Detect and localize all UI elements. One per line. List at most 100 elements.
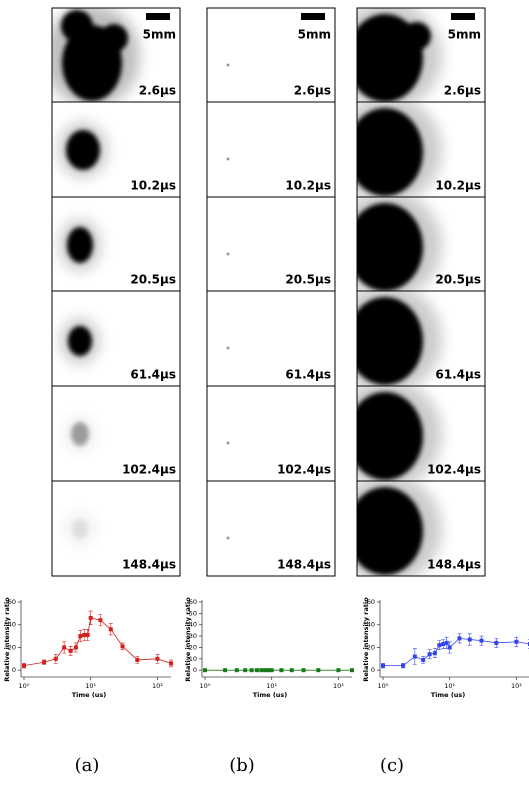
- marker: [279, 668, 284, 673]
- panel-bg: [207, 291, 335, 386]
- marker: [120, 644, 125, 649]
- marker: [457, 636, 462, 641]
- x-tick-label: 10²: [333, 682, 344, 690]
- plume: [72, 519, 88, 539]
- marker: [249, 668, 254, 673]
- time-label: 61.4μs: [435, 368, 481, 382]
- time-label: 102.4μs: [277, 463, 331, 477]
- scale-label: 5mm: [448, 28, 481, 42]
- image-panel: [207, 481, 335, 576]
- image-panel: [207, 197, 335, 291]
- marker: [42, 660, 47, 665]
- plume: [68, 326, 92, 356]
- marker: [223, 668, 228, 673]
- image-panel: [52, 481, 180, 576]
- marker: [78, 634, 83, 639]
- x-tick-label: 10¹: [266, 682, 277, 690]
- y-tick-label: 10: [189, 655, 197, 663]
- marker: [441, 642, 446, 647]
- y-tick-label: 20: [189, 643, 197, 651]
- marker: [350, 668, 354, 673]
- panel-bg: [207, 102, 335, 197]
- marker: [155, 656, 160, 661]
- plume: [100, 24, 128, 52]
- image-panel: [357, 291, 485, 386]
- time-label: 10.2μs: [130, 179, 176, 193]
- series-line: [23, 617, 172, 667]
- image-panel: [207, 291, 335, 386]
- scale-label: 5mm: [143, 28, 176, 42]
- spot: [226, 157, 230, 161]
- plume: [357, 203, 423, 291]
- y-tick-label: 20: [8, 643, 16, 651]
- image-panel: [357, 8, 485, 102]
- marker: [73, 645, 78, 650]
- x-tick-label: 10¹: [85, 682, 96, 690]
- caption: (c): [380, 755, 404, 776]
- x-tick-label: 10²: [511, 682, 522, 690]
- marker: [412, 654, 417, 659]
- y-tick-label: 40: [8, 621, 16, 629]
- panel-bg: [207, 197, 335, 291]
- y-tick-label: 0: [12, 666, 16, 674]
- plume: [357, 297, 423, 385]
- time-label: 148.4μs: [427, 558, 481, 572]
- y-axis-label: Relative intensity ratio: [3, 597, 11, 682]
- panel-bg: [207, 8, 335, 102]
- time-label: 20.5μs: [130, 273, 176, 287]
- marker: [514, 639, 519, 644]
- y-tick-label: 60: [8, 598, 16, 606]
- time-label: 148.4μs: [277, 558, 331, 572]
- panel-frame: [356, 480, 486, 577]
- spot: [226, 63, 230, 67]
- marker: [444, 640, 449, 645]
- image-panel: [52, 197, 180, 291]
- x-axis-label: Time (us): [72, 691, 107, 699]
- x-axis-label: Time (us): [253, 691, 288, 699]
- y-tick-label: 40: [189, 621, 197, 629]
- marker: [98, 618, 103, 623]
- panel-frame: [206, 480, 336, 577]
- image-panel: [52, 102, 180, 197]
- marker: [68, 648, 73, 653]
- time-label: 20.5μs: [285, 273, 331, 287]
- x-tick-label: 10¹: [444, 682, 455, 690]
- scale-bar: [301, 13, 325, 20]
- x-tick-label: 10⁰: [19, 682, 30, 690]
- y-axis-label: Relative intensity ratio: [184, 597, 192, 682]
- spot: [226, 346, 230, 350]
- spot: [226, 536, 230, 540]
- marker: [447, 645, 452, 650]
- plume: [61, 10, 93, 42]
- y-tick-label: 50: [189, 609, 197, 617]
- marker: [88, 615, 93, 620]
- marker: [381, 663, 385, 668]
- image-panel: [52, 386, 180, 481]
- marker: [479, 638, 484, 643]
- marker: [243, 668, 248, 673]
- time-label: 102.4μs: [427, 463, 481, 477]
- plume: [357, 487, 423, 575]
- x-tick-label: 10⁰: [378, 682, 389, 690]
- scale-bar: [146, 13, 170, 20]
- marker: [259, 668, 264, 673]
- marker: [254, 668, 259, 673]
- marker: [289, 668, 294, 673]
- marker: [266, 668, 271, 673]
- image-panel: [207, 102, 335, 197]
- marker: [316, 668, 321, 673]
- marker: [494, 640, 499, 645]
- caption: (b): [229, 755, 255, 776]
- image-panel: [357, 102, 485, 197]
- panel-bg: [207, 481, 335, 576]
- image-panel: [207, 8, 335, 102]
- image-panel: [207, 386, 335, 481]
- marker: [108, 627, 113, 632]
- y-tick-label: 0: [193, 666, 197, 674]
- plume: [357, 392, 423, 480]
- y-tick-label: 20: [367, 643, 375, 651]
- time-label: 2.6μs: [139, 84, 176, 98]
- marker: [401, 663, 406, 668]
- y-tick-label: 30: [189, 632, 197, 640]
- marker: [432, 651, 437, 656]
